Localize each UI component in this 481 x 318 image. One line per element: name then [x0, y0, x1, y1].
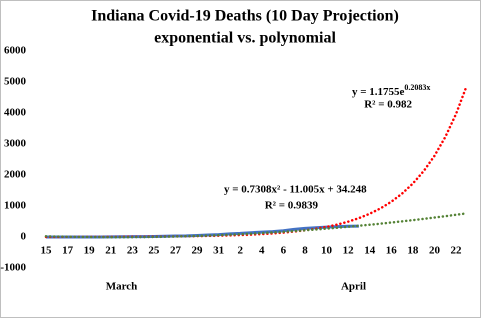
y-tick-label: 4000: [4, 107, 27, 119]
y-tick-label: 1000: [4, 200, 27, 212]
annotation: y = 1.1755e0.2083x: [352, 83, 430, 98]
x-tick-label: 4: [259, 245, 265, 257]
x-tick-label: 19: [84, 245, 96, 257]
x-tick-label: 6: [281, 245, 287, 257]
y-tick-label: 2000: [4, 169, 27, 181]
x-tick-label: 20: [429, 245, 441, 257]
y-tick-label: 3000: [4, 138, 27, 150]
annotation: R² = 0.9839: [265, 200, 319, 212]
series-line: [44, 212, 469, 239]
x-tick-label: 22: [451, 245, 463, 257]
x-tick-label: 12: [343, 245, 355, 257]
y-tick-label: -1000: [0, 262, 26, 274]
x-tick-label: 10: [321, 245, 333, 257]
x-group-label: March: [106, 281, 138, 293]
y-tick-label: 6000: [4, 45, 27, 57]
x-tick-label: 17: [62, 245, 74, 257]
y-tick-label: 5000: [4, 76, 27, 88]
x-tick-label: 31: [213, 245, 224, 257]
chart-subtitle: exponential vs. polynomial: [154, 30, 336, 47]
x-tick-label: 2: [237, 245, 243, 257]
y-tick-label: 0: [21, 231, 27, 243]
annotation-text: y = 1.1755e: [352, 86, 405, 98]
x-tick-label: 16: [386, 245, 398, 257]
x-tick-label: 23: [127, 245, 139, 257]
chart-title: Indiana Covid-19 Deaths (10 Day Projecti…: [91, 8, 399, 25]
x-tick-label: 29: [192, 245, 204, 257]
x-tick-label: 21: [105, 245, 116, 257]
x-tick-label: 27: [170, 245, 182, 257]
x-tick-label: 18: [407, 245, 419, 257]
x-tick-label: 8: [302, 245, 308, 257]
annotation: R² = 0.982: [364, 99, 412, 111]
annotation: y = 0.7308x² - 11.005x + 34.248: [224, 184, 367, 196]
annotation-exponent: 0.2083x: [404, 83, 430, 92]
x-tick-label: 15: [41, 245, 53, 257]
x-tick-label: 25: [148, 245, 160, 257]
x-tick-label: 14: [364, 245, 376, 257]
x-group-label: April: [341, 281, 366, 293]
